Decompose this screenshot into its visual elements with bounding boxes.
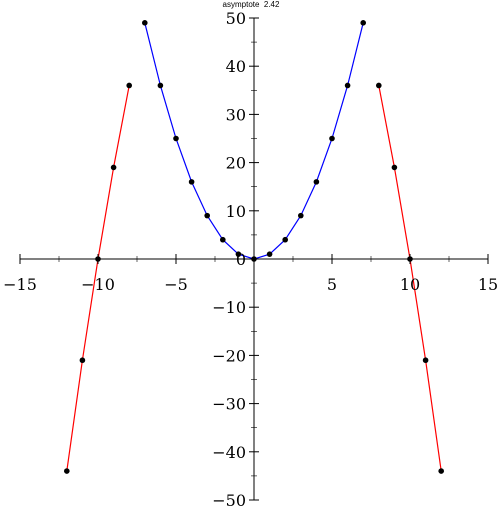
y-tick-label: 40 [226, 57, 246, 76]
data-point [391, 164, 398, 171]
data-point [282, 236, 289, 243]
data-point [142, 20, 148, 26]
data-point [313, 179, 320, 185]
ticks-layer: −15 −10 −5 5 10 15 −50 −40 −30 −20 −10 0 10 20 30 40 50 [3, 9, 498, 510]
data-point [422, 357, 429, 364]
y-tick-label: 20 [226, 154, 246, 173]
y-tick-label: −10 [212, 298, 246, 317]
x-tick-label: 5 [327, 275, 337, 294]
data-point [376, 82, 382, 89]
y-tick-label: −20 [212, 346, 246, 365]
data-point [298, 212, 304, 219]
data-point [64, 468, 70, 474]
data-point [360, 20, 367, 26]
y-tick-label: 10 [226, 202, 246, 221]
y-tick-label: 30 [226, 105, 246, 124]
y-tick-label: 0 [236, 250, 246, 269]
data-point [220, 236, 226, 243]
data-point [126, 82, 132, 89]
y-tick-label: 50 [226, 9, 246, 28]
x-tick-label: −5 [164, 275, 188, 294]
data-point [204, 212, 210, 219]
data-point [344, 82, 351, 89]
y-tick-label: −30 [212, 395, 246, 414]
x-tick-label: −15 [3, 275, 37, 294]
x-tick-label: 15 [478, 275, 498, 294]
x-tick-label: 10 [400, 275, 420, 294]
data-point [110, 164, 117, 171]
y-tick-label: −40 [212, 443, 246, 462]
data-point [79, 357, 86, 364]
data-point [173, 135, 179, 142]
y-tick-label: −50 [212, 491, 246, 510]
data-point [438, 468, 445, 474]
data-point [235, 251, 242, 257]
caption: asymptote 2.42 [222, 0, 280, 9]
data-point [329, 135, 335, 142]
data-point [266, 251, 273, 257]
data-point [188, 179, 195, 185]
data-point [157, 82, 164, 89]
x-tick-label: −10 [81, 275, 115, 294]
